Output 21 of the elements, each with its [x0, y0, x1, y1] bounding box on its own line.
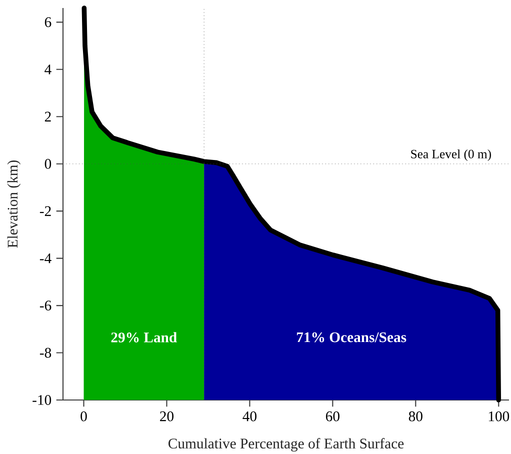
y-tick-label: -10 [32, 395, 52, 405]
x-tick-label: 40 [242, 411, 256, 422]
y-tick-label: -2 [40, 206, 51, 216]
y-tick-label: -4 [40, 254, 52, 264]
y-tick-label: 2 [44, 112, 51, 122]
x-tick-label: 20 [160, 411, 174, 422]
annotation: 71% Oceans/Seas [296, 332, 406, 342]
annotation: 29% Land [111, 332, 177, 342]
x-tick-label: 0 [80, 411, 87, 422]
x-tick-label: 60 [326, 411, 340, 422]
y-tick-label: 4 [44, 64, 52, 74]
x-axis-title: Cumulative Percentage of Earth Surface [168, 438, 404, 452]
y-tick-label: -8 [40, 348, 52, 358]
y-tick-label: 0 [44, 158, 52, 169]
x-tick-label: 100 [488, 411, 510, 422]
y-axis-title: Elevation (km) [7, 160, 21, 248]
line-series [82, 6, 502, 402]
y-tick-label: 6 [44, 17, 52, 28]
x-tick-label: 80 [408, 411, 422, 422]
ref-line-label: Sea Level (0 m) [411, 149, 491, 161]
y-tick-label: -6 [40, 300, 52, 310]
